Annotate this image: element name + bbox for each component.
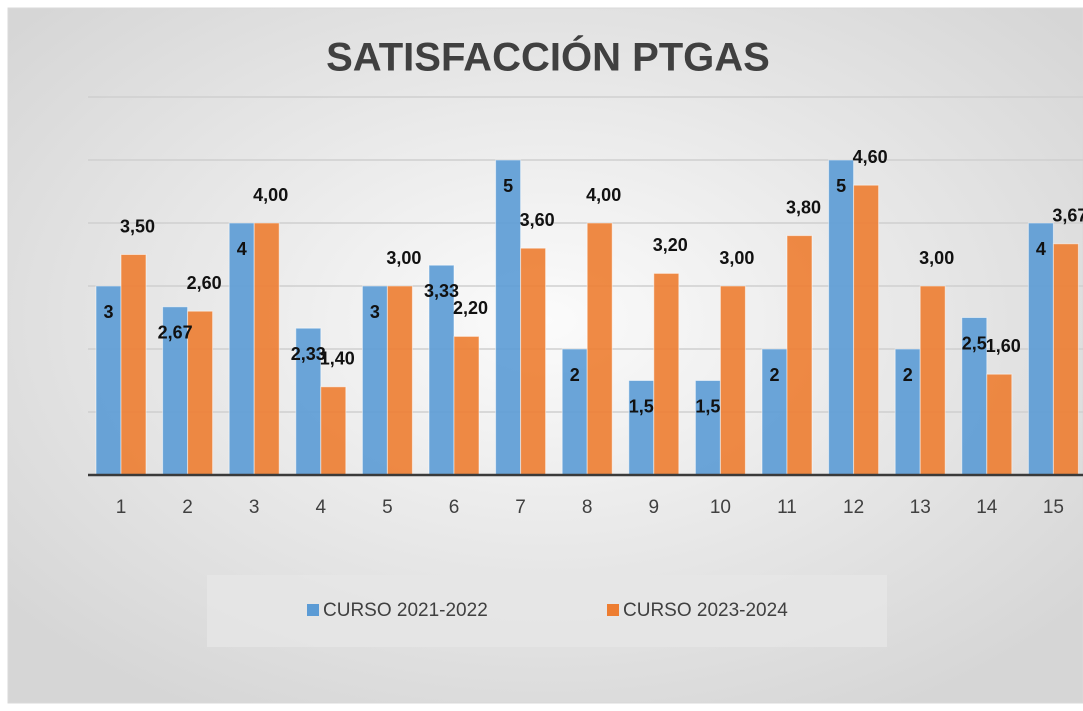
x-tick-label: 8 [582,497,593,518]
bar [894,348,921,476]
data-label: 3,00 [919,248,954,268]
legend-swatch [307,604,319,616]
bar [1052,243,1079,476]
bar [653,272,680,476]
data-label: 3,50 [120,216,155,236]
x-tick-label: 14 [976,497,998,518]
x-tick-label: 9 [649,497,660,518]
bar [520,247,547,476]
data-label: 2,60 [187,273,222,293]
x-tick-label: 5 [382,497,393,518]
data-label: 2 [570,365,580,385]
data-label: 2 [903,365,913,385]
bar [453,335,480,476]
data-label: 1,60 [986,336,1021,356]
data-label: 3,33 [424,281,459,301]
bar [1027,222,1054,476]
data-label: 2 [769,365,779,385]
data-label: 3 [370,302,380,322]
bar [786,235,813,476]
x-tick-label: 12 [843,497,864,518]
data-label: 4 [237,239,247,259]
data-label: 3 [103,302,113,322]
bar [919,285,946,476]
bar [828,159,855,476]
bar [253,222,280,476]
bar [295,327,322,476]
data-label: 3,00 [386,248,421,268]
data-label: 3,00 [719,248,754,268]
legend-label: CURSO 2021-2022 [323,600,488,621]
x-tick-label: 11 [777,497,797,518]
legend-box [207,575,887,647]
data-label: 2,67 [158,323,193,343]
bar [694,380,721,476]
bar [986,373,1013,476]
data-label: 2,20 [453,298,488,318]
data-label: 4,60 [853,147,888,167]
bar [228,222,255,476]
data-label: 3,80 [786,197,821,217]
bar [586,222,613,476]
data-label: 1,5 [695,396,720,416]
data-label: 2,5 [962,333,987,353]
data-label: 3,20 [653,235,688,255]
data-label: 3,60 [520,210,555,230]
bar [719,285,746,476]
legend-label: CURSO 2023-2024 [623,600,788,621]
x-tick-label: 13 [910,497,931,518]
data-label: 5 [836,176,846,196]
bar [628,380,655,476]
x-tick-label: 6 [449,497,460,518]
bar [761,348,788,476]
data-label: 1,40 [320,349,355,369]
x-tick-label: 10 [710,497,731,518]
bar [561,348,588,476]
x-tick-label: 15 [1043,497,1064,518]
data-label: 1,5 [629,396,654,416]
x-tick-label: 7 [515,497,526,518]
data-label: 5 [503,176,513,196]
data-label: 3,67 [1052,206,1083,226]
x-tick-label: 3 [249,497,260,518]
bar [495,159,522,476]
legend-swatch [607,604,619,616]
x-tick-label: 4 [316,497,327,518]
data-label: 4 [1036,239,1046,259]
x-tick-label: 1 [116,497,127,518]
chart-title: SATISFACCIÓN PTGAS [326,34,770,80]
bar [120,254,147,476]
data-label: 4,00 [253,185,288,205]
data-label: 4,00 [586,185,621,205]
bar [187,310,214,476]
bar [853,184,880,476]
x-tick-label: 2 [182,497,193,518]
bar [386,285,413,476]
bar [320,386,347,476]
data-label: 2,33 [291,344,326,364]
